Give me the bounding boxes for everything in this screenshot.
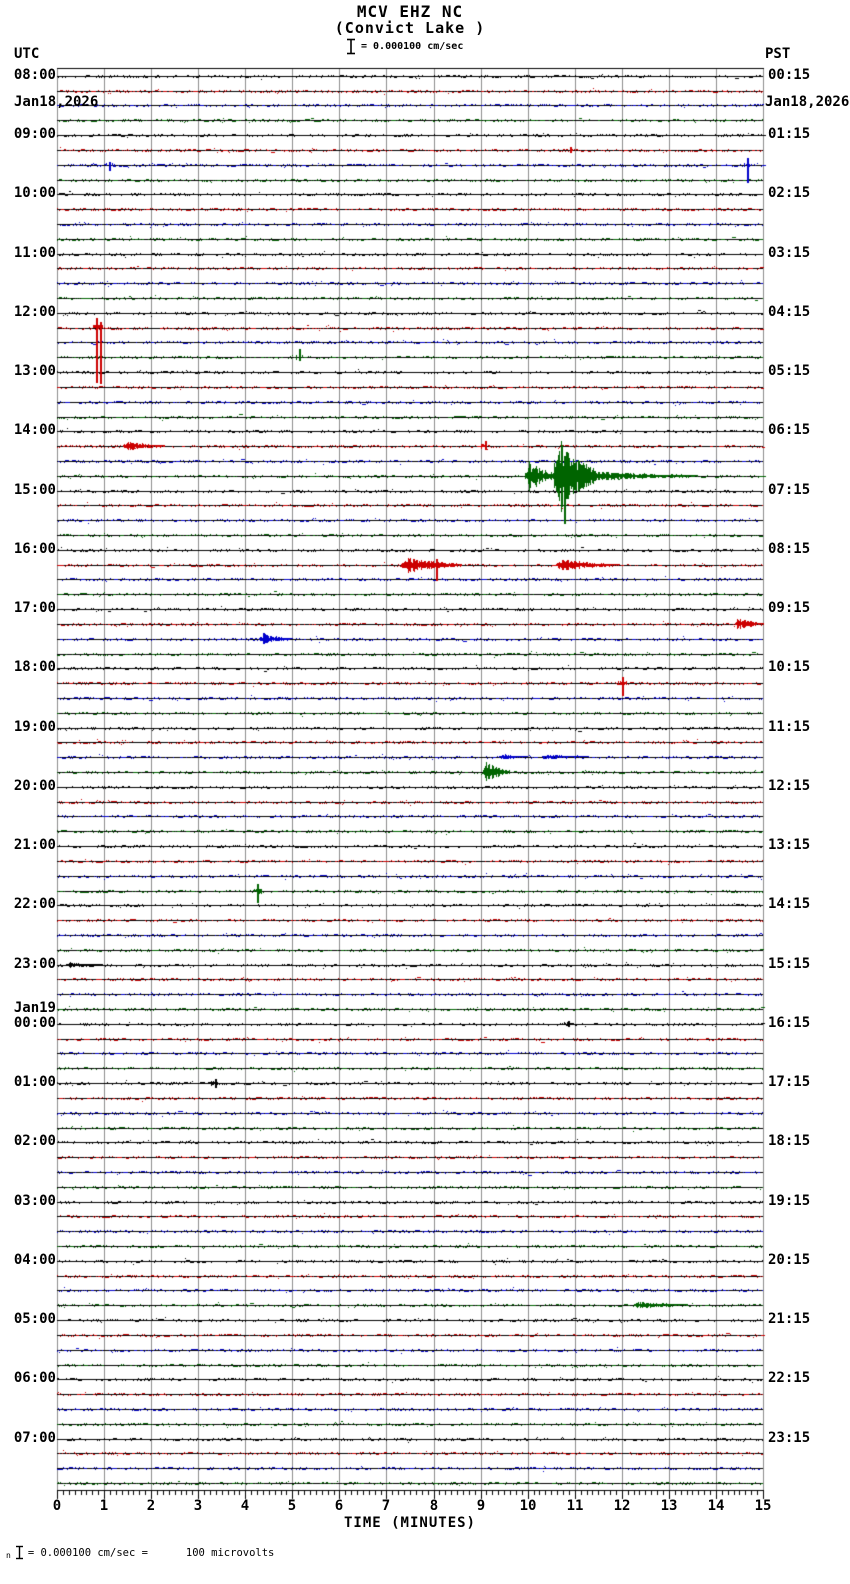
utc-hour-label: 12:00 (13, 304, 56, 320)
utc-hour-label: 05:00 (13, 1311, 56, 1327)
pst-hour-label: 16:15 (768, 1015, 811, 1031)
pst-hour-label: 14:15 (768, 896, 811, 912)
pst-label: PST (765, 46, 791, 62)
utc-hour-label: 08:00 (13, 67, 56, 83)
pst-hour-label: 01:15 (768, 126, 811, 142)
x-tick-label: 10 (519, 1498, 537, 1514)
x-axis-title: TIME (MINUTES) (343, 1515, 476, 1531)
utc-hour-label: 20:00 (13, 778, 56, 794)
utc-hour-label: 21:00 (13, 837, 56, 853)
pst-hour-label: 06:15 (768, 422, 811, 438)
utc-label: UTC (14, 46, 40, 62)
utc-hour-label: 00:00 (13, 1015, 56, 1031)
pst-date: Jan18,2026 (765, 94, 850, 110)
utc-hour-label: 15:00 (13, 482, 56, 498)
scale-value: = 0.000100 cm/sec (361, 41, 464, 52)
utc-hour-label: 09:00 (13, 126, 56, 142)
pst-hour-label: 12:15 (768, 778, 811, 794)
utc-hour-label: 19:00 (13, 719, 56, 735)
utc-hour-label: 22:00 (13, 896, 56, 912)
x-tick-label: 1 (99, 1498, 109, 1514)
pst-hour-label: 23:15 (768, 1430, 811, 1446)
pst-hour-label: 07:15 (768, 482, 811, 498)
x-tick-label: 9 (476, 1498, 486, 1514)
x-tick-label: 15 (754, 1498, 772, 1514)
utc-hour-label: 06:00 (13, 1370, 56, 1386)
pst-hour-label: 15:15 (768, 956, 811, 972)
pst-hour-label: 19:15 (768, 1193, 811, 1209)
utc-hour-label: 23:00 (13, 956, 56, 972)
pst-hour-label: 05:15 (768, 363, 811, 379)
pst-hour-label: 09:15 (768, 600, 811, 616)
x-tick-label: 0 (52, 1498, 62, 1514)
footer-prefix: n (6, 1551, 11, 1560)
utc-date: Jan18,2026 (14, 94, 99, 110)
utc-hour-label: 10:00 (13, 185, 56, 201)
pst-hour-label: 08:15 (768, 541, 811, 557)
x-tick-label: 12 (613, 1498, 631, 1514)
utc-hour-label: 03:00 (13, 1193, 56, 1209)
pst-hour-label: 22:15 (768, 1370, 811, 1386)
utc-hour-label: 18:00 (13, 659, 56, 675)
utc-hour-label: 07:00 (13, 1430, 56, 1446)
footer-scale-bar-icon (15, 1545, 23, 1560)
pst-hour-label: 18:15 (768, 1133, 811, 1149)
utc-header: UTC Jan18,2026 (14, 14, 98, 142)
x-tick-label: 8 (429, 1498, 439, 1514)
pst-hour-label: 17:15 (768, 1074, 811, 1090)
x-tick-label: 2 (146, 1498, 156, 1514)
scale-indicator: = 0.000100 cm/sec (346, 38, 463, 55)
x-tick-label: 6 (334, 1498, 344, 1514)
x-tick-label: 4 (240, 1498, 250, 1514)
pst-hour-label: 11:15 (768, 719, 811, 735)
x-tick-label: 3 (193, 1498, 203, 1514)
utc-hour-label: 16:00 (13, 541, 56, 557)
station-code: MCV EHZ NC (356, 2, 464, 21)
x-tick-label: 14 (707, 1498, 725, 1514)
x-tick-label: 7 (381, 1498, 391, 1514)
station-location: (Convict Lake ) (334, 19, 486, 37)
pst-hour-label: 13:15 (768, 837, 811, 853)
pst-hour-label: 10:15 (768, 659, 811, 675)
pst-hour-label: 20:15 (768, 1252, 811, 1268)
x-tick-label: 11 (566, 1498, 584, 1514)
day-rollover-label: Jan19 (13, 1000, 56, 1016)
utc-hour-label: 14:00 (13, 422, 56, 438)
utc-hour-label: 02:00 (13, 1133, 56, 1149)
x-tick-label: 13 (660, 1498, 678, 1514)
utc-hour-label: 11:00 (13, 245, 56, 261)
pst-header: PST Jan18,2026 (765, 14, 849, 142)
utc-hour-label: 04:00 (13, 1252, 56, 1268)
scale-bar-icon (347, 38, 355, 55)
footer-scale-note: n = 0.000100 cm/sec = 100 microvolts (6, 1545, 274, 1560)
x-tick-label: 5 (287, 1498, 297, 1514)
pst-hour-label: 02:15 (768, 185, 811, 201)
utc-hour-label: 01:00 (13, 1074, 56, 1090)
footer-scale-text: = 0.000100 cm/sec = 100 microvolts (27, 1546, 275, 1559)
pst-hour-label: 03:15 (768, 245, 811, 261)
pst-hour-label: 21:15 (768, 1311, 811, 1327)
pst-hour-label: 00:15 (768, 67, 811, 83)
pst-hour-label: 04:15 (768, 304, 811, 320)
utc-hour-label: 13:00 (13, 363, 56, 379)
utc-hour-label: 17:00 (13, 600, 56, 616)
